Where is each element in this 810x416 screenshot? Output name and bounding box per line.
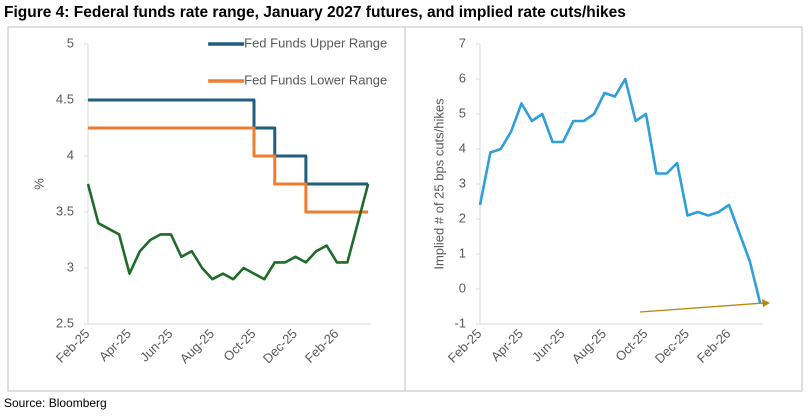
panel-frame xyxy=(404,26,803,392)
series-line xyxy=(86,183,370,281)
y-tick-label: -1 xyxy=(454,315,466,330)
y-tick-label: 3 xyxy=(67,259,74,274)
x-tick-label: Aug-25 xyxy=(177,326,217,366)
x-tick-label: Aug-25 xyxy=(569,326,609,366)
x-tick-label: Jun-25 xyxy=(529,326,568,365)
y-tick-label: 7 xyxy=(459,35,466,50)
source-note: Source: Bloomberg xyxy=(4,396,107,410)
y-tick-label: 4.5 xyxy=(56,91,74,106)
x-tick-label: Oct-25 xyxy=(612,326,650,364)
y-tick-label: 0 xyxy=(459,280,466,295)
x-tick-label: Feb-25 xyxy=(445,326,485,366)
x-tick-label: Dec-25 xyxy=(652,326,692,366)
annotation-arrow xyxy=(639,302,765,313)
x-tick-label: Apr-25 xyxy=(488,326,526,364)
y-tick-label: 1 xyxy=(459,245,466,260)
x-tick-label: Feb-26 xyxy=(694,326,734,366)
y-tick-label: 5 xyxy=(459,105,466,120)
legend-label: Fed Funds Upper Range xyxy=(244,35,387,50)
legend-label: Fed Funds Lower Range xyxy=(244,72,387,87)
y-tick-label: 3 xyxy=(459,175,466,190)
x-tick-label: Dec-25 xyxy=(260,326,300,366)
x-tick-label: Apr-25 xyxy=(96,326,134,364)
x-tick-label: Feb-26 xyxy=(302,326,342,366)
y-axis-label: % xyxy=(31,178,46,190)
y-tick-label: 2 xyxy=(459,210,466,225)
series-line xyxy=(478,77,762,304)
x-tick-label: Feb-25 xyxy=(53,326,93,366)
series-line xyxy=(88,98,369,186)
figure-title: Figure 4: Federal funds rate range, Janu… xyxy=(4,4,626,21)
y-tick-label: 4 xyxy=(67,147,74,162)
y-axis-label: Implied # of 25 bps cuts/hikes xyxy=(431,98,446,270)
annotation-arrowhead xyxy=(762,299,770,307)
x-tick-label: Oct-25 xyxy=(220,326,258,364)
x-tick-label: Jun-25 xyxy=(137,326,176,365)
series-line xyxy=(88,126,369,214)
y-tick-label: 2.5 xyxy=(56,315,74,330)
y-tick-label: 4 xyxy=(459,140,466,155)
y-tick-label: 3.5 xyxy=(56,203,74,218)
y-tick-label: 5 xyxy=(67,35,74,50)
y-tick-label: 6 xyxy=(459,70,466,85)
